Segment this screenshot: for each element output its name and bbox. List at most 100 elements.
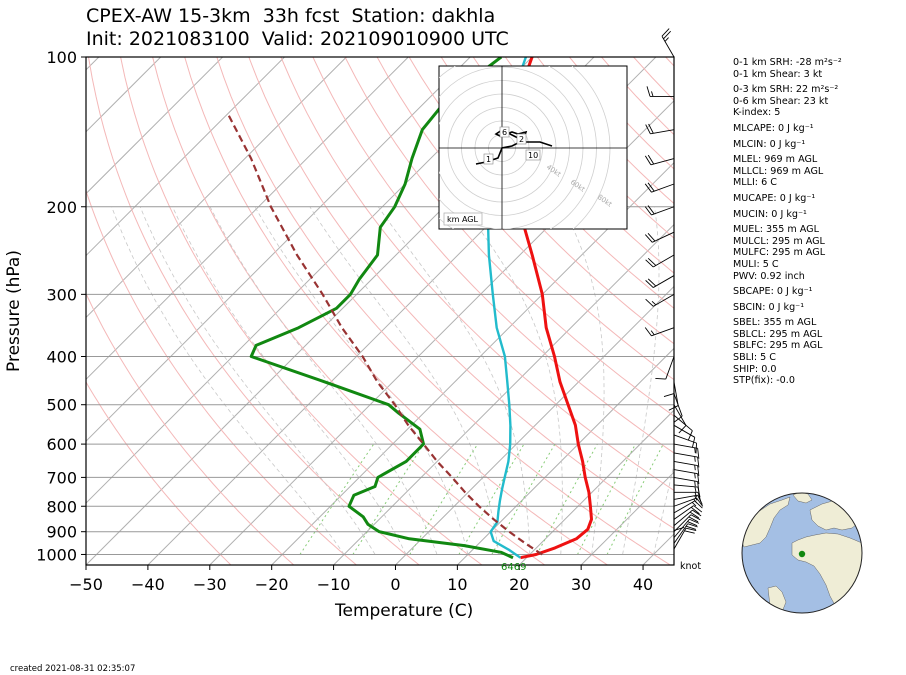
dry-adiabat	[408, 57, 674, 345]
barb-staff	[673, 514, 692, 533]
hodograph-height-box	[499, 126, 510, 138]
parameter-line: 0-1 km SRH: -28 m²s⁻²	[733, 57, 842, 68]
barb-half-flag	[651, 300, 657, 306]
barb-staff	[673, 484, 698, 488]
barb-flag	[690, 506, 700, 515]
barb-staff	[673, 381, 679, 406]
hodograph-height-label: 2	[519, 135, 524, 144]
barb-half-flag	[694, 495, 698, 501]
barb-flag	[696, 497, 704, 507]
wind-barb	[645, 293, 675, 307]
parameter-line: 0-3 km SRH: 22 m²s⁻²	[733, 84, 839, 96]
isotherm	[86, 57, 471, 442]
parameter-line: 0-6 km Shear: 23 kt	[733, 95, 829, 107]
parameter-line: MULCL: 295 m AGL	[733, 235, 825, 247]
barb-staff	[673, 404, 687, 426]
wind-barb	[673, 500, 703, 514]
barb-staff	[651, 327, 675, 337]
barb-half-flag	[650, 330, 655, 336]
wind-barb	[644, 327, 675, 337]
parameter-line: SBCAPE: 0 J kg⁻¹	[733, 286, 813, 298]
dry-adiabat	[440, 57, 674, 309]
barb-half-flag	[694, 486, 697, 493]
hodograph-height-box	[525, 149, 541, 161]
barb-flag	[688, 516, 699, 523]
parameter-line: STP(fix): -0.0	[733, 375, 795, 387]
barb-unit-label: knot	[680, 561, 701, 572]
wind-barb	[673, 523, 698, 544]
moist-adiabat	[622, 206, 660, 555]
barb-staff	[673, 518, 690, 538]
barb-staff	[673, 494, 698, 500]
barb-half-flag	[694, 464, 696, 471]
barb-flag	[695, 443, 698, 454]
barb-staff	[673, 460, 698, 467]
barb-half-flag	[664, 37, 669, 42]
parameter-line: MUCIN: 0 J kg⁻¹	[733, 208, 807, 220]
barb-flag	[647, 232, 656, 242]
barb-staff	[665, 356, 675, 380]
barb-half-flag	[694, 492, 697, 498]
x-tick-label: 30	[571, 575, 591, 594]
barb-flag	[697, 457, 700, 468]
barb-staff	[651, 183, 675, 193]
wind-barb	[673, 509, 702, 526]
x-tick-label: 0	[390, 575, 400, 594]
barb-flag	[697, 492, 702, 503]
barb-flag	[647, 182, 655, 192]
barb-staff	[651, 206, 675, 216]
hodograph-height-label: 6	[502, 128, 507, 137]
isotherm	[580, 471, 674, 565]
wind-barb	[673, 414, 693, 441]
wind-barbs	[644, 28, 704, 555]
barb-half-flag	[694, 480, 696, 487]
mixing-ratio-line	[409, 443, 479, 555]
y-tick-label: 700	[46, 468, 77, 487]
moist-adiabat	[139, 206, 376, 555]
barb-flag	[697, 448, 700, 459]
x-tick-label: 20	[509, 575, 529, 594]
dry-adiabat	[86, 381, 232, 565]
y-tick-label: 1000	[36, 545, 77, 564]
barb-half-flag	[691, 502, 697, 507]
isotherm	[86, 57, 409, 381]
wind-barb	[673, 404, 687, 434]
moist-adiabat	[254, 206, 469, 555]
barb-staff	[673, 509, 693, 526]
barb-flag	[645, 280, 654, 288]
isotherm	[209, 100, 674, 565]
barb-flag	[644, 234, 653, 243]
chart-subtitle: Init: 2021083100 Valid: 202109010900 UTC	[86, 28, 509, 50]
parameter-line: SHIP: 0.0	[733, 363, 777, 375]
wind-barb	[661, 28, 675, 58]
mixing-ratio-line	[299, 443, 375, 555]
barb-staff	[652, 293, 675, 307]
barb-staff	[650, 129, 675, 135]
wind-barb	[673, 497, 704, 507]
wind-barb	[645, 254, 675, 268]
moist-adiabat	[562, 206, 605, 555]
barb-staff	[673, 497, 697, 507]
parameter-line: MLEL: 969 m AGL	[733, 154, 818, 166]
wind-barb	[663, 369, 675, 398]
barb-flag	[697, 481, 700, 492]
barb-flag	[687, 521, 698, 527]
dry-adiabat	[120, 57, 483, 565]
barb-flag	[647, 205, 655, 215]
mixing-ratio-line	[577, 443, 636, 555]
y-tick-label: 200	[46, 198, 77, 217]
barb-flag	[647, 278, 657, 287]
parameter-line: MULFC: 295 m AGL	[733, 247, 826, 259]
y-tick-label: 900	[46, 523, 77, 542]
barb-staff	[673, 476, 698, 483]
wind-barb	[644, 205, 675, 216]
barb-staff	[673, 434, 697, 444]
hodograph-trace	[475, 129, 553, 165]
barb-staff	[673, 469, 698, 475]
barb-flag	[697, 465, 700, 476]
wind-barb	[673, 527, 697, 550]
wind-barb	[674, 491, 702, 503]
barb-flag	[689, 511, 700, 519]
